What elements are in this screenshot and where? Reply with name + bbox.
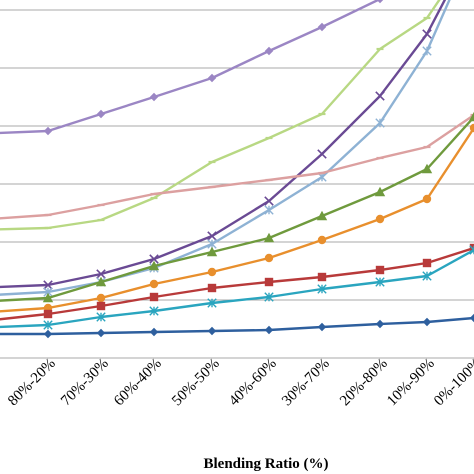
data-point bbox=[422, 29, 432, 39]
plot-area bbox=[0, 0, 474, 339]
data-point bbox=[149, 292, 159, 302]
series-line bbox=[0, 114, 474, 220]
series-6 bbox=[0, 111, 474, 303]
data-point bbox=[317, 272, 327, 282]
series-4 bbox=[0, 0, 451, 297]
x-tick-label: 0%-100% bbox=[431, 356, 474, 410]
data-point bbox=[468, 111, 474, 122]
series-10 bbox=[0, 313, 474, 339]
x-tick-labels: 90%-10%80%-20%70%-30%60%-40%50%-50%40%-6… bbox=[5, 356, 474, 410]
x-tick-label: 20%-80% bbox=[337, 356, 391, 410]
data-point bbox=[421, 163, 433, 174]
data-point bbox=[376, 0, 384, 4]
data-point bbox=[149, 306, 159, 316]
data-point bbox=[264, 196, 274, 206]
data-point bbox=[96, 328, 106, 338]
data-point bbox=[207, 326, 217, 336]
data-point bbox=[42, 292, 54, 303]
data-point bbox=[375, 91, 385, 101]
data-point bbox=[264, 205, 274, 215]
data-point bbox=[96, 109, 106, 119]
series-line bbox=[0, 0, 451, 296]
data-point bbox=[469, 123, 474, 133]
data-point bbox=[375, 277, 385, 287]
data-point bbox=[43, 309, 53, 319]
x-tick-label: 30%-70% bbox=[279, 356, 333, 410]
data-point bbox=[317, 149, 327, 159]
series-line bbox=[0, 316, 474, 336]
x-tick-label: 10%-90% bbox=[384, 356, 438, 410]
data-point bbox=[149, 92, 159, 102]
data-point bbox=[43, 320, 53, 330]
series-line bbox=[0, 0, 381, 135]
data-point bbox=[422, 271, 432, 281]
data-point bbox=[264, 277, 274, 287]
data-point bbox=[207, 73, 217, 83]
data-point bbox=[43, 126, 53, 136]
data-point bbox=[148, 260, 160, 271]
data-point bbox=[96, 312, 106, 322]
x-tick-label: 60%-40% bbox=[111, 356, 165, 410]
data-point bbox=[264, 253, 274, 263]
data-point bbox=[207, 283, 217, 293]
data-point bbox=[375, 214, 385, 224]
data-point bbox=[317, 284, 327, 294]
x-tick-label: 40%-60% bbox=[226, 356, 280, 410]
data-point bbox=[375, 319, 385, 329]
data-point bbox=[375, 265, 385, 275]
series-line bbox=[0, 248, 474, 329]
data-point bbox=[264, 46, 274, 56]
data-point bbox=[207, 298, 217, 308]
data-point bbox=[422, 46, 432, 56]
data-point bbox=[264, 292, 274, 302]
data-point bbox=[96, 269, 106, 279]
x-tick-label: 80%-20% bbox=[5, 356, 59, 410]
series-line bbox=[0, 116, 474, 302]
series-2 bbox=[0, 0, 441, 231]
data-point bbox=[149, 327, 159, 337]
data-point bbox=[207, 231, 217, 241]
data-point bbox=[422, 258, 432, 268]
series-line bbox=[0, 0, 441, 231]
x-axis-label: Blending Ratio (%) bbox=[203, 456, 328, 472]
data-point bbox=[422, 194, 432, 204]
series-5 bbox=[0, 113, 474, 220]
data-point bbox=[43, 280, 53, 290]
data-point bbox=[264, 325, 274, 335]
data-point bbox=[263, 232, 275, 243]
data-point bbox=[95, 276, 107, 287]
data-point bbox=[149, 254, 159, 264]
x-tick-label: 50%-50% bbox=[169, 356, 223, 410]
data-point bbox=[317, 235, 327, 245]
data-point bbox=[317, 322, 327, 332]
series-9 bbox=[0, 245, 474, 330]
series-line bbox=[0, 127, 474, 313]
series-3 bbox=[0, 0, 447, 290]
x-tick-label: 70%-30% bbox=[58, 356, 112, 410]
data-point bbox=[316, 210, 328, 221]
series-line bbox=[0, 0, 447, 289]
data-point bbox=[374, 186, 386, 197]
data-point bbox=[206, 246, 218, 257]
data-point bbox=[469, 245, 474, 255]
series-line bbox=[0, 246, 474, 321]
data-point bbox=[149, 279, 159, 289]
data-point bbox=[375, 118, 385, 128]
series-1 bbox=[0, 0, 384, 136]
series-8 bbox=[0, 243, 474, 321]
data-point bbox=[469, 313, 474, 323]
data-point bbox=[317, 22, 327, 32]
data-point bbox=[96, 293, 106, 303]
data-point bbox=[96, 301, 106, 311]
data-point bbox=[207, 267, 217, 277]
data-point bbox=[43, 329, 53, 339]
data-point bbox=[422, 317, 432, 327]
